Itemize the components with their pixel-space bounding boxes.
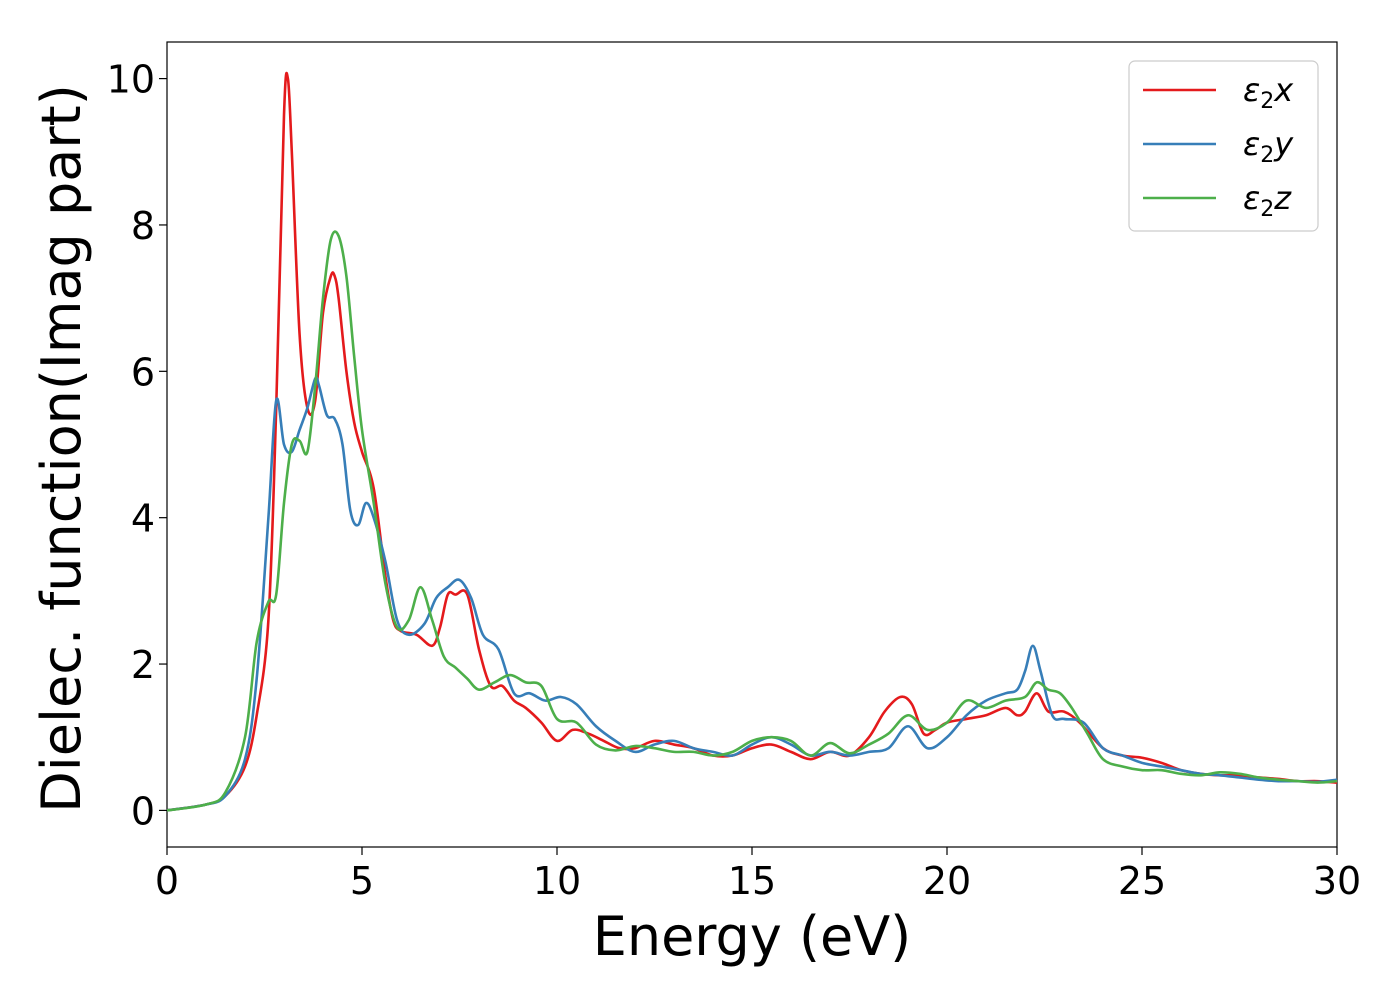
x-axis-ticks: 0 5 10 15 20 25 30 — [155, 847, 1361, 903]
y-tick-label: 6 — [131, 350, 155, 394]
y-tick-label: 2 — [131, 643, 155, 687]
y-tick-label: 0 — [131, 789, 155, 833]
x-tick-label: 30 — [1313, 859, 1361, 903]
y-axis-ticks: 0 2 4 6 8 10 — [107, 58, 167, 833]
x-tick-label: 10 — [533, 859, 581, 903]
series-layer — [166, 71, 1338, 812]
x-tick-label: 20 — [923, 859, 971, 903]
legend-label: ε2z — [1243, 179, 1292, 222]
x-tick-label: 25 — [1118, 859, 1166, 903]
legend: ε2x ε2y ε2z — [1128, 60, 1319, 232]
y-tick-label: 10 — [107, 58, 155, 102]
y-tick-label: 4 — [131, 497, 155, 541]
x-axis-label: Energy (eV) — [593, 905, 912, 968]
series-line-z — [166, 230, 1338, 812]
legend-item-x: ε2x — [1143, 71, 1294, 114]
x-tick-label: 0 — [155, 859, 179, 903]
x-tick-label: 5 — [350, 859, 374, 903]
y-tick-label: 8 — [131, 204, 155, 248]
series-line-x — [166, 71, 1338, 812]
y-axis-label: Dielec. function(Imag part) — [30, 84, 93, 813]
legend-item-y: ε2y — [1143, 125, 1294, 168]
legend-item-z: ε2z — [1143, 179, 1292, 222]
legend-label: ε2x — [1243, 71, 1294, 114]
series-line-y — [166, 376, 1338, 812]
legend-box — [1128, 60, 1319, 232]
x-tick-label: 15 — [728, 859, 776, 903]
legend-label: ε2y — [1243, 125, 1294, 168]
